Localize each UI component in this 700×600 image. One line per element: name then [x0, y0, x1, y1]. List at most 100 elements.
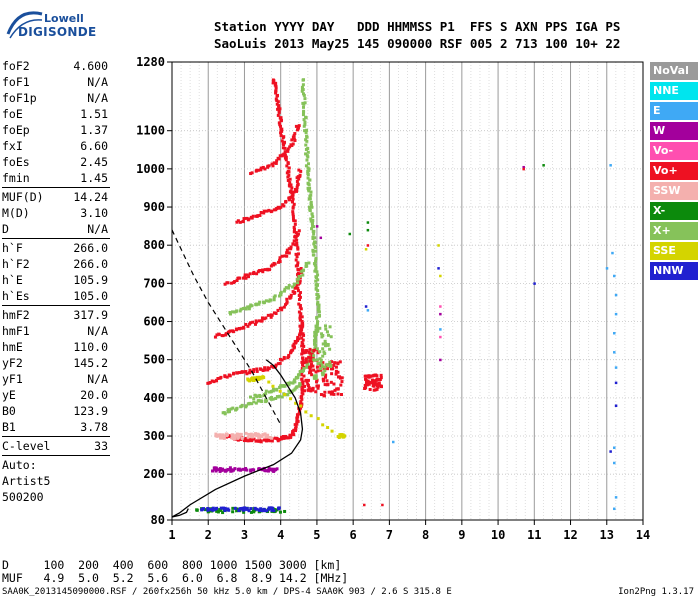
echo-point — [247, 371, 251, 375]
echo-point — [270, 508, 274, 512]
echo-point — [246, 275, 250, 279]
echo-point — [298, 383, 302, 387]
echo-point — [296, 263, 300, 267]
echo-point — [221, 511, 225, 515]
echo-point — [298, 318, 302, 322]
echo-point — [252, 510, 256, 514]
echo-point — [311, 388, 315, 392]
echo-point — [262, 300, 266, 304]
echo-point — [235, 279, 239, 283]
echo-point — [273, 262, 277, 266]
param-row: foF1 N/A — [2, 74, 110, 90]
echo-point — [366, 228, 370, 232]
echo-point — [297, 412, 301, 416]
echo-point — [238, 220, 242, 224]
y-tick-label: 700 — [143, 276, 165, 290]
echo-point — [274, 81, 278, 85]
param-row: yF2 145.2 — [2, 355, 110, 371]
echo-point — [233, 506, 237, 510]
echo-point — [314, 279, 318, 283]
echo-point — [276, 113, 280, 117]
echo-point — [292, 137, 296, 141]
echo-point — [304, 357, 308, 361]
echo-point — [311, 386, 315, 390]
echo-point — [321, 354, 325, 358]
echo-point — [247, 307, 251, 311]
echo-point — [326, 342, 330, 346]
echo-point — [365, 379, 369, 383]
echo-point — [611, 251, 614, 255]
echo-point — [286, 178, 290, 182]
echo-point — [287, 389, 291, 393]
echo-point — [267, 380, 271, 384]
echo-point — [291, 242, 295, 246]
echo-point — [366, 244, 370, 247]
legend-item-x: X- — [650, 202, 698, 220]
echo-point — [309, 190, 313, 194]
echo-point — [439, 328, 442, 331]
param-key: hmF2 — [2, 308, 30, 322]
echo-point — [225, 507, 229, 511]
echo-point — [314, 325, 318, 329]
echo-point — [203, 508, 207, 512]
echo-point — [293, 423, 297, 427]
echo-point — [259, 367, 263, 371]
echo-point — [248, 437, 252, 441]
echo-point — [221, 436, 225, 440]
echo-point — [245, 273, 249, 277]
echo-point — [280, 435, 284, 439]
echo-point — [255, 395, 259, 399]
echo-point — [316, 328, 320, 332]
echo-point — [314, 257, 318, 261]
echo-point — [301, 273, 305, 277]
echo-point — [242, 325, 246, 329]
echo-point — [292, 219, 296, 223]
y-tick-label: 300 — [143, 429, 165, 443]
echo-point — [266, 368, 270, 372]
legend-item-nnw: NNW — [650, 262, 698, 280]
echo-point — [296, 267, 300, 271]
echo-point — [296, 182, 300, 186]
echo-point — [296, 289, 300, 293]
x-tick-label: 5 — [313, 528, 320, 542]
echo-point — [300, 315, 304, 319]
echo-point — [325, 379, 329, 383]
echo-point — [308, 368, 312, 372]
echo-point — [379, 384, 383, 388]
echo-point — [291, 214, 295, 218]
echo-point — [257, 269, 261, 273]
muf-dashed-curve — [171, 229, 282, 425]
echo-point — [266, 313, 270, 317]
param-key: fxI — [2, 139, 23, 153]
echo-point — [303, 384, 307, 388]
echo-point — [246, 305, 250, 309]
echo-point — [302, 124, 306, 128]
echo-point — [233, 436, 237, 440]
y-tick-label: 1100 — [136, 124, 165, 138]
echo-point — [325, 330, 329, 334]
echo-point — [287, 173, 291, 177]
echo-point — [314, 370, 318, 374]
param-key: yF2 — [2, 356, 23, 370]
echo-point — [289, 350, 293, 354]
echo-point — [324, 375, 328, 379]
echo-point — [304, 131, 308, 135]
echo-point — [326, 363, 330, 367]
echo-point — [289, 143, 293, 147]
echo-point — [229, 407, 233, 411]
echo-point — [311, 364, 315, 368]
echo-point — [287, 283, 291, 287]
echo-point — [324, 342, 328, 346]
echo-point — [267, 164, 271, 168]
echo-point — [271, 384, 275, 388]
param-row: foEs 2.45 — [2, 154, 110, 170]
echo-point — [254, 319, 258, 323]
param-separator — [2, 305, 110, 306]
echo-point — [289, 397, 293, 401]
echo-point — [259, 439, 263, 443]
echo-point — [299, 312, 303, 316]
echo-point — [260, 400, 264, 404]
echo-point — [289, 183, 293, 187]
legend-item-vo: Vo+ — [650, 162, 698, 180]
echo-point — [304, 164, 308, 168]
